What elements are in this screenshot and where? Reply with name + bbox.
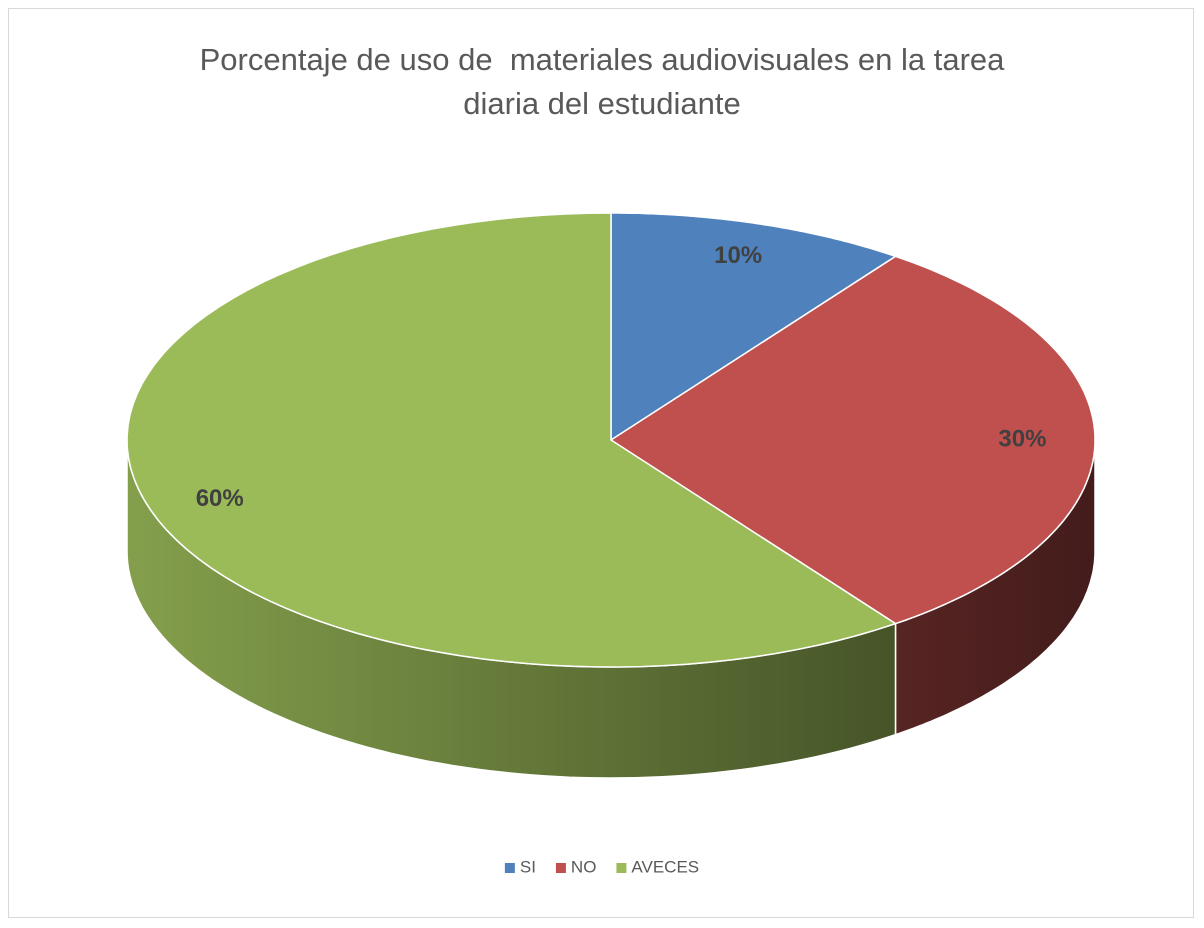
legend-label: NO — [571, 857, 597, 876]
legend: SI NO AVECES — [504, 857, 699, 876]
data-label: 60% — [196, 485, 244, 512]
slice — [609, 255, 1096, 625]
legend-label: AVECES — [631, 857, 699, 876]
chart-frame — [8, 8, 1194, 918]
chart-title: Porcentaje de uso de materiales audiovis… — [199, 42, 1014, 121]
title-box: Porcentaje de uso de materiales audiovis… — [0, 38, 1204, 126]
legend-swatch — [616, 863, 627, 873]
legend-swatch — [555, 863, 566, 873]
slice — [610, 212, 898, 442]
data-label: 10% — [714, 242, 762, 269]
legend-label: SI — [520, 857, 536, 876]
legend-swatch — [504, 863, 515, 873]
data-label: 30% — [998, 425, 1046, 452]
slice — [126, 212, 898, 668]
